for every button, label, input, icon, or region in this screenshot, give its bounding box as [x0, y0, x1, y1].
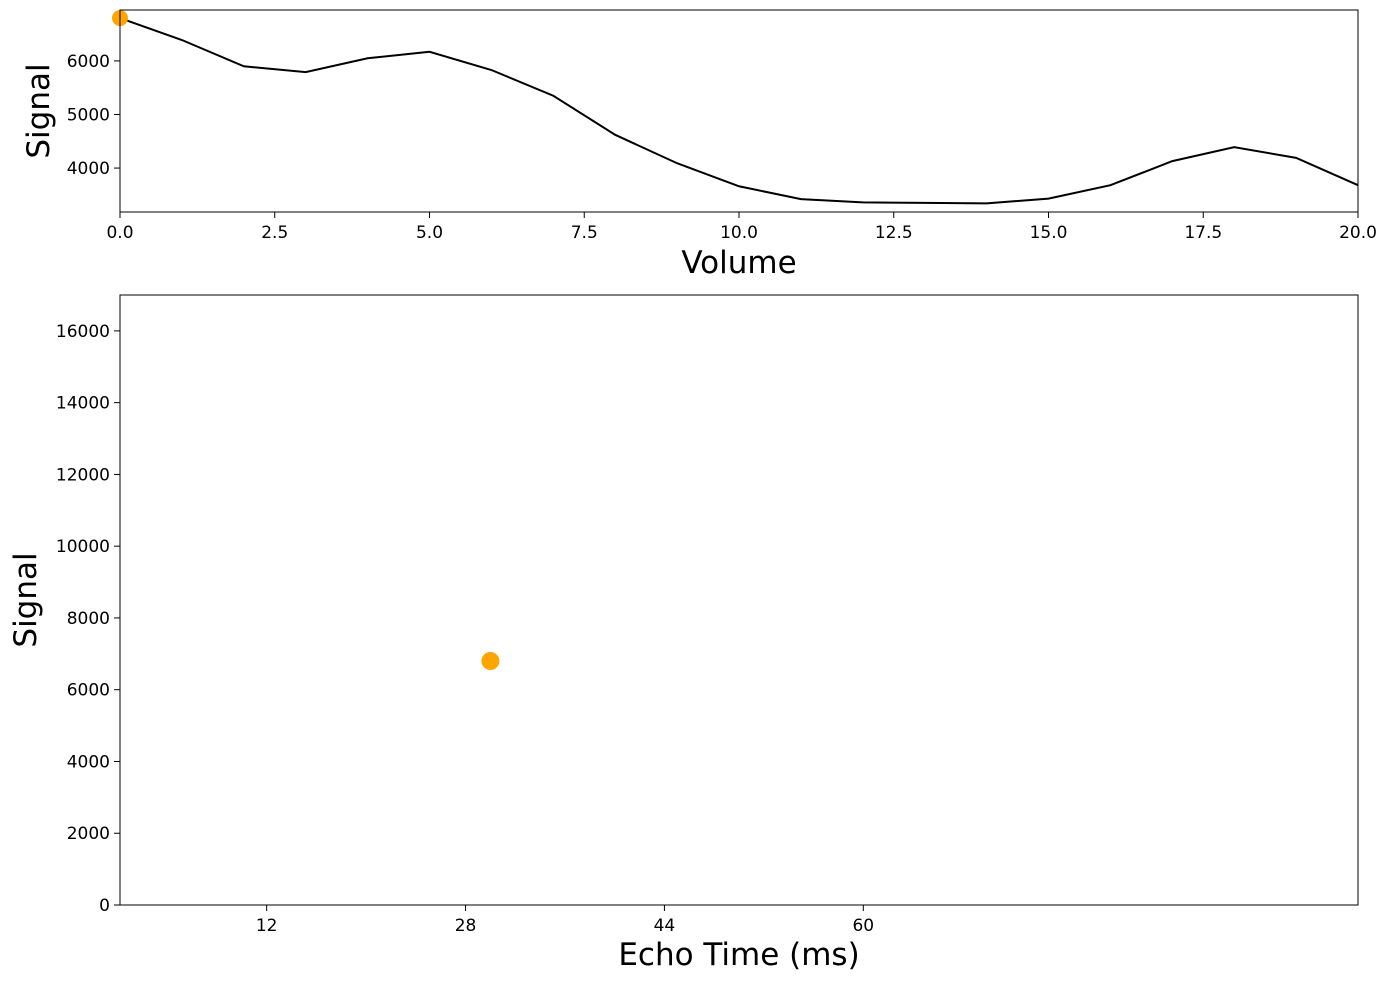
- y-tick-label: 2000: [67, 824, 110, 844]
- point: [481, 652, 500, 670]
- y-tick-label: 4000: [67, 159, 110, 179]
- x-tick-label: 7.5: [571, 223, 598, 243]
- y-tick-label: 16000: [56, 322, 110, 342]
- x-tick-label: 0.0: [106, 223, 133, 243]
- y-tick-label: 4000: [67, 752, 110, 772]
- x-axis-label: Echo Time (ms): [618, 937, 859, 973]
- x-tick-label: 17.5: [1184, 223, 1222, 243]
- x-tick-label: 12: [256, 916, 278, 936]
- y-axis-label: Signal: [21, 63, 57, 158]
- y-tick-label: 6000: [67, 681, 110, 701]
- x-tick-label: 5.0: [416, 223, 443, 243]
- y-axis-label: Signal: [8, 552, 44, 647]
- y-tick-label: 12000: [56, 465, 110, 485]
- x-tick-label: 44: [654, 916, 676, 936]
- y-tick-label: 0: [99, 896, 110, 916]
- y-tick-label: 8000: [67, 609, 110, 629]
- x-tick-label: 10.0: [720, 223, 758, 243]
- x-tick-label: 2.5: [261, 223, 288, 243]
- line: [119, 17, 1359, 205]
- x-tick-label: 60: [852, 916, 874, 936]
- axes-frame: [119, 9, 1359, 213]
- y-tick-label: 5000: [67, 105, 110, 125]
- x-tick-label: 28: [455, 916, 477, 936]
- x-axis-label: Volume: [681, 245, 796, 281]
- y-tick-label: 10000: [56, 537, 110, 557]
- y-tick-label: 6000: [67, 52, 110, 72]
- x-tick-label: 15.0: [1030, 223, 1068, 243]
- axes-frame: [119, 294, 1359, 906]
- y-tick-label: 14000: [56, 394, 110, 414]
- x-tick-label: 12.5: [875, 223, 913, 243]
- x-tick-label: 20.0: [1339, 223, 1377, 243]
